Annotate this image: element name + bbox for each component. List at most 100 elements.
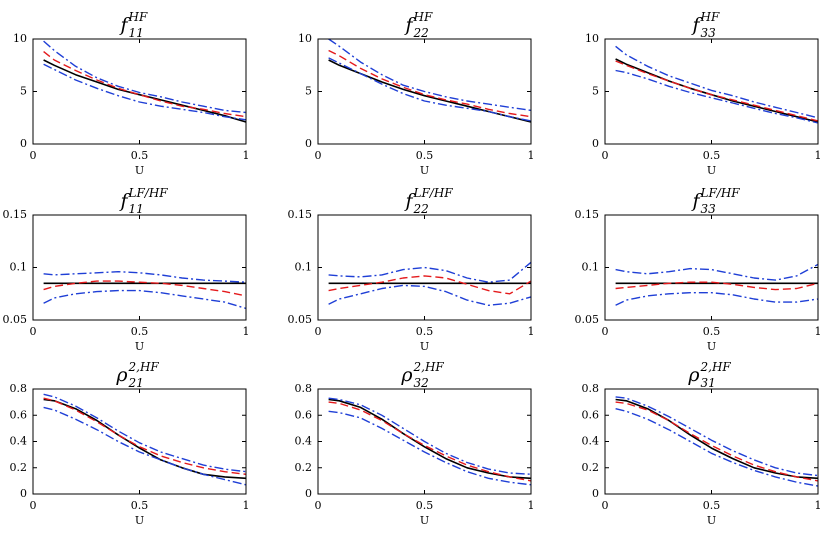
y-tick-label: 0.15 <box>288 208 313 221</box>
y-tick-label: 0.05 <box>3 313 28 326</box>
x-axis-label: U <box>707 514 716 527</box>
x-axis-label: U <box>420 164 429 177</box>
axes-frame <box>604 214 819 321</box>
series-line-estimate <box>43 397 247 475</box>
title-subscript: 32 <box>414 376 429 390</box>
y-tick-label: 0.8 <box>10 382 28 395</box>
series-line-lower-bound <box>615 408 819 487</box>
x-tick-label: 0.5 <box>703 499 721 512</box>
title-subscript: 11 <box>129 26 144 40</box>
title-subscript: 22 <box>413 26 429 40</box>
x-tick-label: 1 <box>243 149 250 162</box>
x-tick-label: 0.5 <box>703 149 721 162</box>
series-line-mean <box>615 398 819 480</box>
title-subscript: 22 <box>413 202 429 216</box>
title-subscript: 11 <box>129 202 144 216</box>
y-tick-label: 0 <box>20 137 27 150</box>
y-tick-label: 0.4 <box>582 435 600 448</box>
x-tick-label: 1 <box>243 499 250 512</box>
series-line-lower-bound <box>43 63 247 121</box>
x-tick-label: 0.5 <box>131 149 149 162</box>
series-line-lower-bound <box>615 292 819 306</box>
y-tick-label: 0 <box>305 487 312 500</box>
x-tick-label: 0 <box>30 149 37 162</box>
x-tick-label: 1 <box>528 499 535 512</box>
x-tick-label: 0 <box>602 499 609 512</box>
title-subscript: 33 <box>701 202 717 216</box>
y-tick-label: 0.2 <box>295 461 313 474</box>
title-superscript: 2,HF <box>128 360 160 374</box>
series-line-mean <box>328 59 532 123</box>
y-tick-label: 0.15 <box>3 208 28 221</box>
series-line-upper-bound <box>328 38 532 112</box>
y-tick-label: 0 <box>592 487 599 500</box>
title-superscript: HF <box>700 10 720 24</box>
chart-panel-6: 0 0.5 1 0.05 0.1 0.15 Uf 33 LF/HF <box>575 186 822 353</box>
series-line-upper-bound <box>328 397 532 475</box>
axes-frame <box>32 214 247 321</box>
series-line-upper-bound <box>328 261 532 283</box>
series-line-upper-bound <box>615 45 819 119</box>
series-line-estimate <box>43 280 247 297</box>
series-line-mean <box>615 58 819 123</box>
x-tick-label: 0.5 <box>416 325 434 338</box>
chart-panel-4: 0 0.5 1 0.05 0.1 0.15 Uf 11 LF/HF <box>3 186 250 353</box>
y-tick-label: 0.4 <box>295 435 313 448</box>
chart-title: f 22 LF/HF <box>403 186 453 216</box>
y-tick-label: 5 <box>592 85 599 98</box>
series-line-upper-bound <box>615 263 819 281</box>
title-symbol: f <box>118 14 130 36</box>
chart-panel-8: 0 0.5 1 0 0.2 0.4 0.6 0.8 Uρ 32 2,HF <box>295 360 535 527</box>
series-line-upper-bound <box>615 396 819 477</box>
x-tick-label: 0.5 <box>131 499 149 512</box>
series-line-lower-bound <box>615 69 819 124</box>
title-subscript: 21 <box>128 376 144 390</box>
x-tick-label: 0 <box>602 149 609 162</box>
x-axis-label: U <box>135 514 144 527</box>
y-tick-label: 0.2 <box>10 461 28 474</box>
series-line-estimate <box>615 60 819 122</box>
x-tick-label: 0 <box>30 325 37 338</box>
y-tick-label: 5 <box>305 85 312 98</box>
y-tick-label: 0.1 <box>10 261 28 274</box>
x-tick-label: 1 <box>815 325 822 338</box>
series-line-estimate <box>43 51 247 118</box>
title-symbol: ρ <box>115 364 128 386</box>
x-axis-label: U <box>135 340 144 353</box>
x-tick-label: 0.5 <box>131 325 149 338</box>
x-axis-label: U <box>707 340 716 353</box>
series-line-estimate <box>615 401 819 482</box>
x-tick-label: 0.5 <box>416 499 434 512</box>
x-axis-label: U <box>420 340 429 353</box>
title-symbol: ρ <box>687 364 700 386</box>
title-superscript: HF <box>128 10 148 24</box>
series-line-estimate <box>328 49 532 118</box>
chart-title: f 11 LF/HF <box>118 186 168 216</box>
x-tick-label: 0.5 <box>416 149 434 162</box>
y-tick-label: 0.1 <box>582 261 600 274</box>
y-tick-label: 0 <box>20 487 27 500</box>
y-tick-label: 0.15 <box>575 208 600 221</box>
series-line-mean <box>328 398 532 480</box>
series-line-lower-bound <box>43 406 247 486</box>
x-tick-label: 0 <box>602 325 609 338</box>
y-tick-label: 0.2 <box>582 461 600 474</box>
series-line-estimate <box>328 401 532 482</box>
y-tick-label: 0.8 <box>295 382 313 395</box>
series-line-upper-bound <box>43 393 247 473</box>
y-tick-label: 0.1 <box>295 261 313 274</box>
chart-panel-9: 0 0.5 1 0 0.2 0.4 0.6 0.8 Uρ 31 2,HF <box>582 360 822 527</box>
title-superscript: LF/HF <box>413 186 454 200</box>
axes-frame <box>32 38 247 145</box>
title-symbol: f <box>403 14 415 36</box>
chart-title: f 11 HF <box>118 10 148 40</box>
chart-title: f 22 HF <box>403 10 433 40</box>
title-subscript: 33 <box>701 26 717 40</box>
series-line-upper-bound <box>43 40 247 114</box>
x-tick-label: 0 <box>315 499 322 512</box>
series-line-estimate <box>328 275 532 295</box>
y-tick-label: 0.6 <box>295 408 313 421</box>
y-tick-label: 0.8 <box>582 382 600 395</box>
